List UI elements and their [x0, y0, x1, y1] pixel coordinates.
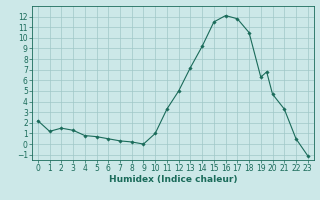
- X-axis label: Humidex (Indice chaleur): Humidex (Indice chaleur): [108, 175, 237, 184]
